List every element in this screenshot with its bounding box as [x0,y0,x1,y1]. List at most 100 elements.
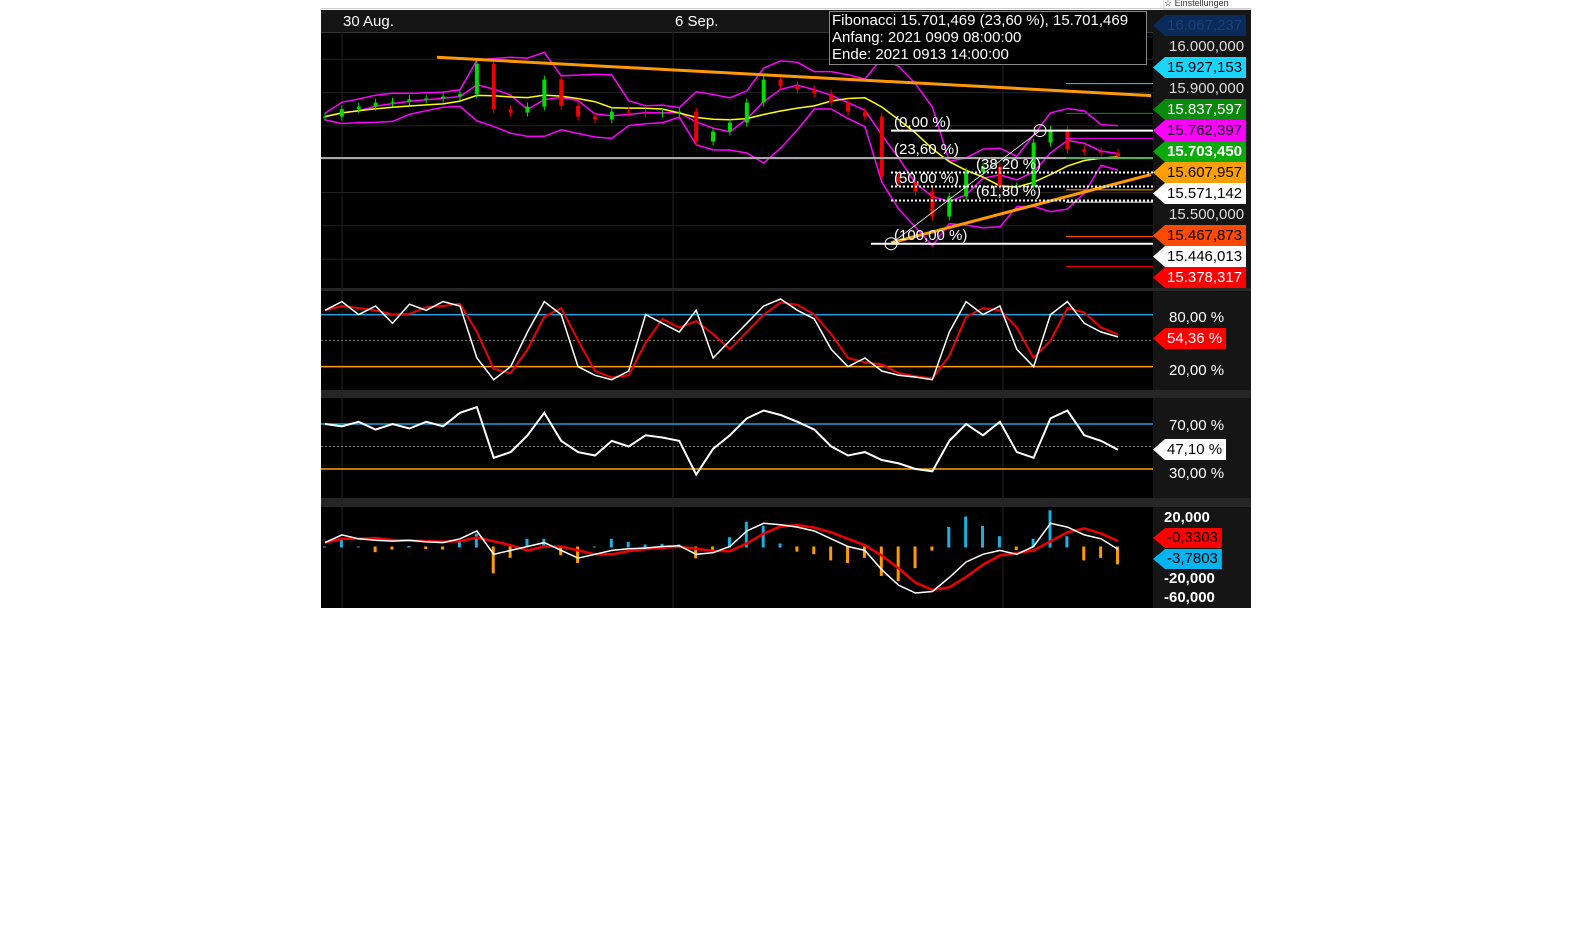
macd-histogram-bar [829,546,833,561]
fibonacci-level-label: (50,00 %) [894,169,960,187]
macd-histogram-bar [508,546,512,558]
macd-histogram-bar [339,538,343,548]
macd-histogram-bar [812,546,816,555]
macd-histogram-bar [727,537,731,548]
panel-divider [321,390,1251,398]
macd-histogram-bar [896,546,900,582]
candle [407,99,412,102]
macd-histogram-bar [643,544,647,548]
candle [592,116,597,120]
candle [1116,152,1120,157]
candle [559,79,564,106]
info-line: Anfang: 2021 0909 08:00:00 [832,29,1022,46]
macd-tick: 20,000 [1164,509,1210,526]
candle [1048,129,1053,143]
candle [930,191,935,217]
macd-histogram-bar [441,546,445,550]
settings-button[interactable]: ☆ Einstellungen [1163,0,1252,10]
macd-histogram-bar [879,546,883,576]
macd-histogram-bar [609,538,613,548]
candle [643,112,648,114]
price-tag: 15.927,153 [1153,57,1247,78]
chart-canvas[interactable] [321,10,1153,608]
price-tag: 15.446,013 [1153,246,1247,267]
stoch-current-tag: 54,36 % [1153,328,1227,349]
macd-histogram-bar [356,546,360,548]
candle [508,109,513,113]
price-tick: 15.500,000 [1169,206,1245,223]
macd-histogram-bar [913,546,917,569]
candle [879,116,884,177]
macd-histogram-bar [1082,546,1086,561]
macd-histogram-bar [1099,546,1103,558]
price-tag: 15.837,597 [1153,99,1247,120]
resistance-trendline [436,55,1152,98]
macd-histogram-bar [576,546,580,563]
candle [576,105,581,117]
star-icon: ☆ [1164,0,1173,8]
candle [778,79,783,86]
stoch-signal-line [324,301,1119,380]
macd-histogram-bar [1014,546,1018,551]
macd-histogram-bar [474,533,478,548]
macd-histogram-bar [694,546,698,559]
candle [1065,129,1070,150]
candle [660,112,665,114]
macd-histogram-bar [862,546,866,558]
macd-histogram-bar [424,546,428,550]
date-label: 6 Sep. [675,13,719,30]
candle [609,111,614,120]
macd-histogram-bar [947,526,951,548]
macd-line [324,522,1119,594]
moving-average [324,94,1119,188]
rsi-current-tag: 47,10 % [1153,439,1227,460]
macd-signal-line [324,523,1119,592]
candle [744,102,749,123]
macd-tick: -20,000 [1164,570,1215,587]
candle [761,79,766,103]
candle [997,166,1002,187]
panel-divider [321,498,1251,507]
chart-area[interactable]: 30 Aug. 6 Sep. (0,00 %) (23,60 %) (38,20 %… [321,10,1251,608]
macd-histogram-bar [964,516,968,548]
candle [626,111,631,113]
price-tag: 16.067,237 [1153,15,1247,36]
rsi-tick: 70,00 % [1169,417,1225,434]
macd-histogram-bar [660,543,664,548]
macd-histogram-bar [390,546,394,550]
macd-tick: -60,000 [1164,589,1215,606]
macd-histogram-bar [323,546,326,548]
price-tag: 15.378,317 [1153,267,1247,288]
macd-histogram-bar [1065,536,1069,548]
candle [525,106,530,113]
candle [677,111,682,113]
macd-histogram-bar [930,546,934,551]
fibonacci-info-box: Fibonacci 15.701,469 (23,60 %), 15.701,4… [829,11,1147,65]
price-tag: 15.703,450 [1153,141,1247,162]
macd-histogram-bar [626,541,630,548]
macd-histogram-bar [407,545,411,548]
macd-histogram-bar [491,546,495,574]
panel-divider [321,288,1251,291]
candle [981,166,986,172]
macd-histogram-bar [795,546,799,552]
macd-histogram-bar [457,541,461,548]
fibonacci-level-label: (61,80 %) [976,183,1042,201]
macd-histogram-bar [373,546,377,553]
macd-histogram-bar [846,546,850,563]
fibonacci-level-label: (0,00 %) [894,113,951,131]
rsi-tick: 30,00 % [1169,465,1225,482]
candle [896,176,901,182]
candle [694,111,699,142]
candle [947,196,952,217]
candle [846,102,851,112]
macd-histogram-bar [981,525,985,548]
candle [323,116,327,118]
stoch-tick: 20,00 % [1169,362,1225,379]
macd-signal-tag: -0,3303 [1153,528,1222,548]
candle [727,122,732,132]
macd-histogram-bar [592,546,596,548]
price-tag: 15.467,873 [1153,225,1247,246]
info-line: Fibonacci 15.701,469 (23,60 %), 15.701,4… [832,12,1129,29]
candle [390,101,395,103]
